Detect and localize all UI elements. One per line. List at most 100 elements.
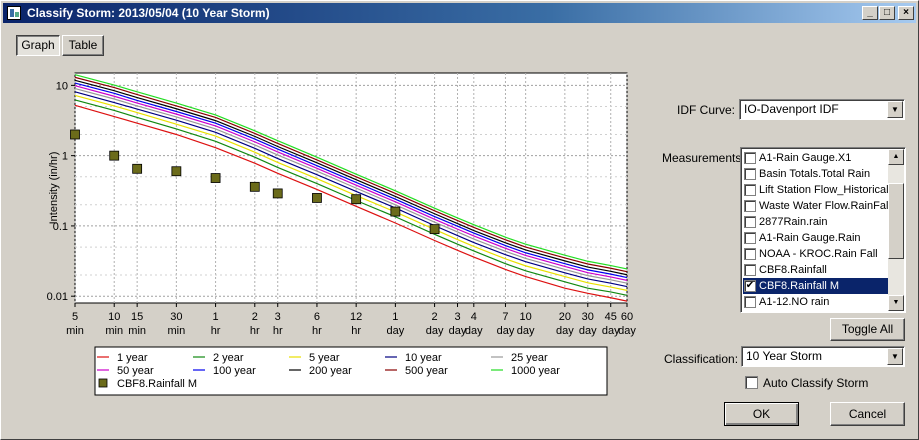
scroll-down-icon[interactable]: ▼ bbox=[888, 295, 904, 311]
measurement-checkbox[interactable] bbox=[744, 216, 756, 228]
maximize-button[interactable]: □ bbox=[879, 6, 895, 20]
measurement-label: A1-Rain Gauge.Rain bbox=[759, 232, 861, 244]
idf-curve-label: IDF Curve: bbox=[677, 103, 736, 117]
measurement-checkbox[interactable] bbox=[744, 200, 756, 212]
graph-tab[interactable]: Graph bbox=[16, 35, 60, 56]
series-line bbox=[74, 88, 628, 284]
x-tick-label: 2 bbox=[432, 311, 438, 323]
measurement-label: 2877Rain.rain bbox=[759, 216, 828, 228]
series-line bbox=[74, 104, 628, 302]
measurement-item[interactable]: ✔ CBF8.Rainfall M bbox=[743, 278, 889, 294]
y-tick-label: 0.1 bbox=[53, 221, 68, 233]
legend-label: 2 year bbox=[213, 352, 244, 364]
measurement-item[interactable]: 2877Rain.rain bbox=[743, 214, 889, 230]
measurement-item[interactable]: Lift Station Flow_Historical.F bbox=[743, 182, 889, 198]
measured-point bbox=[249, 181, 260, 192]
cancel-button[interactable]: Cancel bbox=[830, 402, 905, 426]
measurement-item[interactable]: NOAA - KROC.Rain Fall bbox=[743, 246, 889, 262]
measurement-item[interactable]: CBF8.Rainfall bbox=[743, 262, 889, 278]
series-line bbox=[74, 79, 628, 276]
idf-curve-dropdown[interactable]: IO-Davenport IDF ▼ bbox=[739, 99, 905, 120]
legend-label: 5 year bbox=[309, 352, 340, 364]
auto-classify-label: Auto Classify Storm bbox=[763, 376, 869, 390]
classification-label: Classification: bbox=[664, 352, 739, 366]
x-tick-label: 1 bbox=[213, 311, 219, 323]
series-line bbox=[74, 82, 628, 279]
legend-label: 25 year bbox=[511, 352, 548, 364]
x-tick-label: 3 bbox=[275, 311, 281, 323]
auto-classify-checkbox[interactable] bbox=[745, 376, 758, 389]
measurement-checkbox[interactable] bbox=[744, 168, 756, 180]
classification-value: 10 Year Storm bbox=[746, 349, 823, 363]
measured-point bbox=[351, 194, 362, 205]
x-tick-unit-label: min bbox=[167, 325, 185, 337]
title-bar[interactable]: Classify Storm: 2013/05/04 (10 Year Stor… bbox=[3, 3, 916, 23]
measured-point bbox=[109, 150, 120, 161]
measurement-checkbox[interactable]: ✔ bbox=[744, 280, 756, 292]
measurement-checkbox[interactable] bbox=[744, 232, 756, 244]
toggle-all-button[interactable]: Toggle All bbox=[830, 318, 905, 341]
measurement-checkbox[interactable] bbox=[744, 184, 756, 196]
x-tick-unit-label: day bbox=[426, 325, 444, 337]
ok-button[interactable]: OK bbox=[724, 402, 799, 426]
classification-dropdown[interactable]: 10 Year Storm ▼ bbox=[741, 346, 905, 367]
legend-label: 50 year bbox=[117, 365, 154, 377]
minimize-button[interactable]: _ bbox=[862, 6, 878, 20]
series-line bbox=[74, 99, 628, 296]
x-tick-label: 30 bbox=[170, 311, 182, 323]
measured-point bbox=[70, 129, 80, 140]
chevron-down-icon[interactable]: ▼ bbox=[887, 348, 903, 365]
legend-label: 1 year bbox=[117, 352, 148, 364]
scroll-thumb[interactable] bbox=[888, 183, 904, 259]
x-tick-label: 10 bbox=[520, 311, 532, 323]
measurement-label: Waste Water Flow.RainFall bbox=[759, 200, 889, 212]
measurement-checkbox[interactable] bbox=[744, 296, 756, 308]
table-tab[interactable]: Table bbox=[62, 35, 104, 56]
x-tick-unit-label: day bbox=[497, 325, 515, 337]
measurement-item[interactable]: A1-Rain Gauge.Rain bbox=[743, 230, 889, 246]
x-tick-unit-label: day bbox=[465, 325, 483, 337]
close-button[interactable]: × bbox=[898, 6, 914, 20]
x-tick-unit-label: day bbox=[602, 325, 620, 337]
measured-point bbox=[390, 206, 401, 217]
scroll-up-icon[interactable]: ▲ bbox=[888, 149, 904, 165]
idf-chart: 5 min 10 min 15 min 30 min 1 hr 2 hr 3 hr 6 hr 12 hr 1 day 2… bbox=[15, 65, 647, 437]
measurement-item[interactable]: A1-Rain Gauge.X1 bbox=[743, 150, 889, 166]
x-tick-unit-label: day bbox=[386, 325, 404, 337]
plot-area bbox=[74, 72, 628, 304]
x-tick-unit-label: hr bbox=[211, 325, 221, 337]
measurements-label: Measurements: bbox=[662, 151, 745, 165]
x-tick-unit-label: min bbox=[66, 325, 84, 337]
legend-label: 100 year bbox=[213, 365, 256, 377]
legend-label: 200 year bbox=[309, 365, 352, 377]
x-tick-unit-label: hr bbox=[351, 325, 361, 337]
measurement-checkbox[interactable] bbox=[744, 248, 756, 260]
chevron-down-icon[interactable]: ▼ bbox=[887, 101, 903, 118]
measurement-checkbox[interactable] bbox=[744, 152, 756, 164]
measurement-item[interactable]: Waste Water Flow.RainFall bbox=[743, 198, 889, 214]
x-tick-unit-label: day bbox=[517, 325, 535, 337]
legend-label: 500 year bbox=[405, 365, 448, 377]
idf-curve-value: IO-Davenport IDF bbox=[744, 102, 839, 116]
x-tick-label: 3 bbox=[454, 311, 460, 323]
measurements-list[interactable]: A1-Rain Gauge.X1 Basin Totals.Total Rain L… bbox=[740, 147, 906, 313]
measurement-checkbox[interactable] bbox=[744, 264, 756, 276]
y-axis-label: Intensity (in/hr) bbox=[48, 152, 60, 225]
measurements-scrollbar[interactable]: ▲ ▼ bbox=[888, 149, 904, 311]
measurement-label: CBF8.Rainfall M bbox=[759, 280, 840, 292]
x-tick-label: 10 bbox=[108, 311, 120, 323]
x-tick-unit-label: hr bbox=[273, 325, 283, 337]
legend-box bbox=[94, 346, 608, 396]
x-tick-label: 30 bbox=[582, 311, 594, 323]
legend-label: 1000 year bbox=[511, 365, 560, 377]
measurement-item[interactable]: A1-12.NO rain bbox=[743, 294, 889, 310]
x-tick-label: 12 bbox=[350, 311, 362, 323]
measurement-label: NOAA - KROC.Rain Fall bbox=[759, 248, 878, 260]
measurement-item[interactable]: Basin Totals.Total Rain bbox=[743, 166, 889, 182]
x-tick-label: 45 bbox=[605, 311, 617, 323]
measurement-label: CBF8.Rainfall bbox=[759, 264, 827, 276]
legend-label: CBF8.Rainfall M bbox=[117, 378, 197, 390]
x-tick-label: 5 bbox=[72, 311, 78, 323]
y-tick-label: 10 bbox=[56, 80, 68, 92]
